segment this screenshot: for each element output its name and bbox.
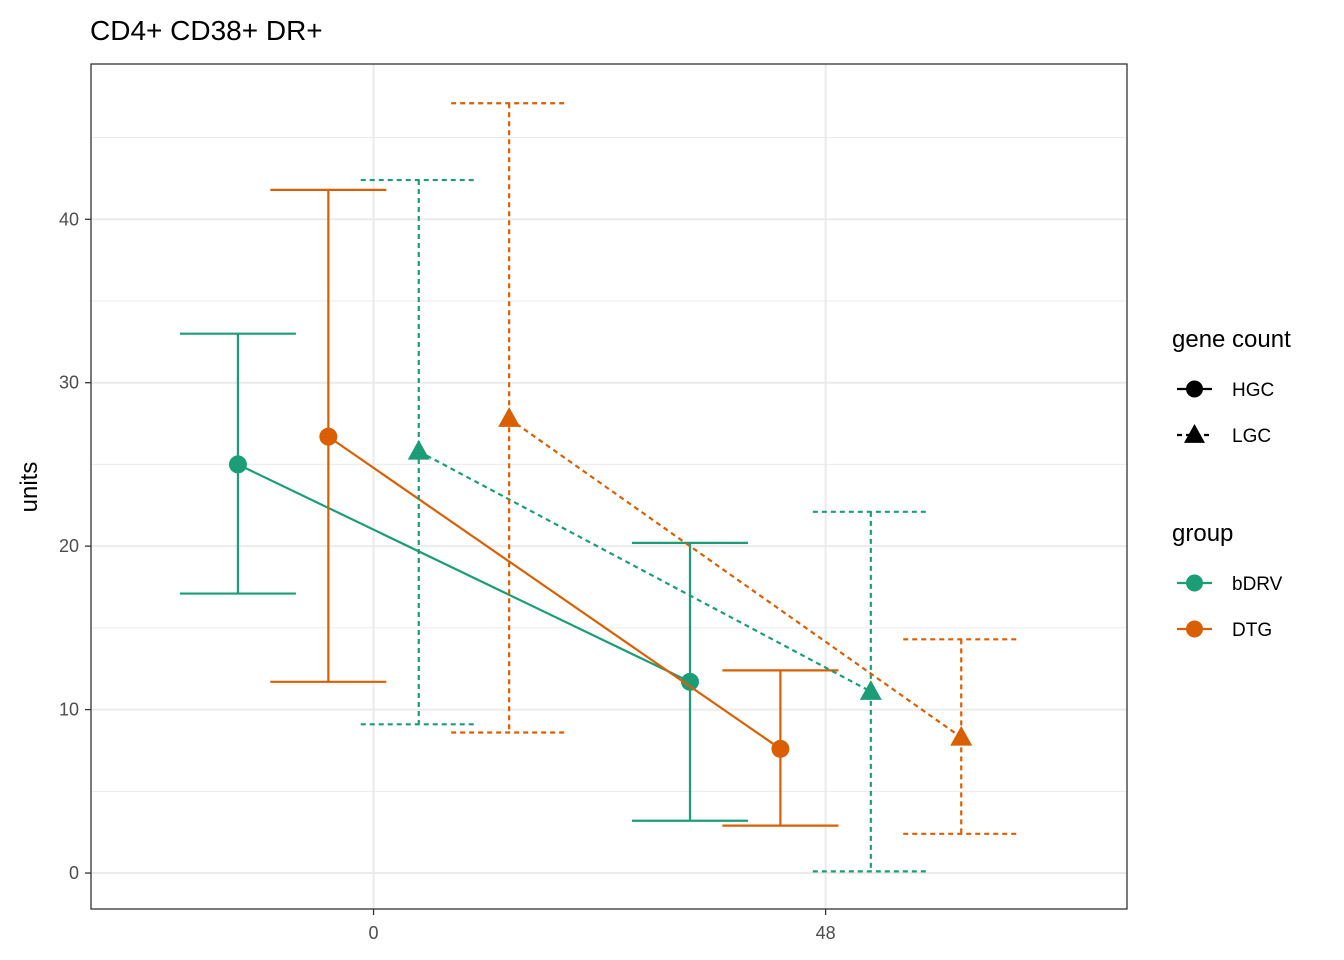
data-point <box>950 725 973 746</box>
legend-label: HGC <box>1232 380 1274 401</box>
series-dtg-lgc <box>451 102 1020 835</box>
y-tick-label: 0 <box>69 863 79 883</box>
y-axis-title: units <box>16 462 43 513</box>
legend-title-gene-count: gene count <box>1172 326 1291 353</box>
series-bdrv-hgc <box>179 332 748 822</box>
data-point <box>859 680 882 700</box>
x-tick-label: 0 <box>369 923 379 943</box>
data-point <box>680 672 699 691</box>
panel-background <box>91 64 1127 909</box>
axes: 0 10 20 30 40 0 48 <box>59 209 836 943</box>
data-point <box>319 427 338 446</box>
series-bdrv-lgc <box>360 178 929 873</box>
series-dtg-hgc <box>270 188 839 827</box>
panel-border <box>90 63 1128 910</box>
y-tick-label: 40 <box>59 209 79 229</box>
legend-key-circle <box>1186 380 1203 398</box>
x-tick-label: 48 <box>816 923 836 943</box>
legend-label: DTG <box>1232 620 1272 641</box>
legend-key-circle <box>1186 574 1203 592</box>
series-line <box>418 450 872 693</box>
legend-item-bdrv: bDRV <box>1177 574 1283 595</box>
y-tick-label: 20 <box>59 536 79 556</box>
legend-label: LGC <box>1232 426 1271 447</box>
y-tick-label: 10 <box>59 700 79 720</box>
legend-key-circle <box>1186 620 1203 638</box>
data-point <box>407 439 430 460</box>
legend-title-group: group <box>1172 520 1233 547</box>
series-line <box>237 463 691 683</box>
series-line <box>327 435 782 750</box>
legend-item-lgc: LGC <box>1177 423 1271 447</box>
legend-item-dtg: DTG <box>1177 620 1272 641</box>
y-tick-label: 30 <box>59 373 79 393</box>
legend-label: bDRV <box>1232 574 1283 595</box>
legend: gene count group HGC LGC bDRV DTG <box>1172 326 1291 641</box>
data-point <box>228 455 247 474</box>
series-line <box>508 417 962 739</box>
chart-title: CD4+ CD38+ DR+ <box>90 15 323 46</box>
plot-panel <box>90 63 1128 910</box>
legend-item-hgc: HGC <box>1177 380 1274 401</box>
data-point <box>498 407 521 427</box>
data-point <box>771 739 790 758</box>
legend-key-triangle <box>1184 423 1205 443</box>
